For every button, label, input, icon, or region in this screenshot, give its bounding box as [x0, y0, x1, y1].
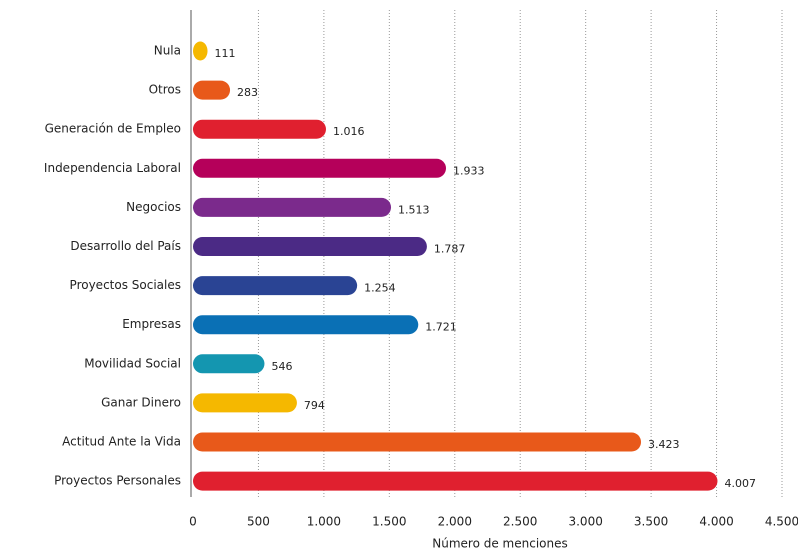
x-axis-label: Número de menciones — [432, 537, 568, 551]
x-tick-label: 500 — [247, 515, 270, 529]
bar — [193, 158, 447, 178]
y-tick-label: Actitud Ante la Vida — [62, 435, 181, 449]
value-label: 4.007 — [724, 477, 756, 490]
value-label: 1.016 — [333, 125, 365, 138]
x-tick-label: 0 — [189, 515, 197, 529]
bar — [193, 432, 642, 452]
y-tick-label: Independencia Laboral — [44, 161, 181, 175]
value-label: 1.254 — [364, 282, 396, 295]
x-tick-label: 4.500 — [765, 515, 798, 529]
x-tick-label: 1.500 — [372, 515, 406, 529]
value-label: 1.513 — [398, 203, 430, 216]
value-label: 1.787 — [434, 243, 466, 256]
value-label: 3.423 — [648, 438, 680, 451]
y-tick-label: Proyectos Personales — [54, 474, 181, 488]
value-label: 546 — [271, 360, 292, 373]
x-tick-label: 3.000 — [568, 515, 602, 529]
y-tick-label: Movilidad Social — [84, 356, 181, 370]
value-label: 111 — [215, 47, 236, 60]
bar — [193, 197, 392, 217]
y-tick-label: Proyectos Sociales — [70, 278, 181, 292]
x-tick-label: 3.500 — [634, 515, 668, 529]
y-tick-label: Generación de Empleo — [45, 122, 181, 136]
y-tick-label: Otros — [149, 83, 181, 97]
value-label: 1.933 — [453, 164, 485, 177]
bar — [193, 315, 419, 335]
x-tick-label: 2.500 — [503, 515, 537, 529]
bar — [193, 237, 427, 256]
x-tick-label: 1.000 — [307, 515, 341, 529]
bar — [193, 80, 231, 100]
value-label: 794 — [304, 399, 325, 412]
y-tick-label: Empresas — [122, 317, 181, 331]
bar — [193, 276, 358, 296]
y-tick-label: Ganar Dinero — [101, 395, 181, 409]
x-tick-label: 4.000 — [699, 515, 733, 529]
bar — [193, 471, 718, 491]
bar — [193, 41, 208, 61]
value-label: 1.721 — [425, 321, 457, 334]
value-label: 283 — [237, 86, 258, 99]
y-tick-label: Desarrollo del País — [70, 239, 181, 253]
y-tick-label: Nula — [154, 44, 181, 58]
bar — [193, 393, 297, 413]
bar — [193, 119, 326, 139]
y-tick-label: Negocios — [126, 200, 181, 214]
x-tick-label: 2.000 — [438, 515, 472, 529]
bar — [193, 354, 265, 374]
